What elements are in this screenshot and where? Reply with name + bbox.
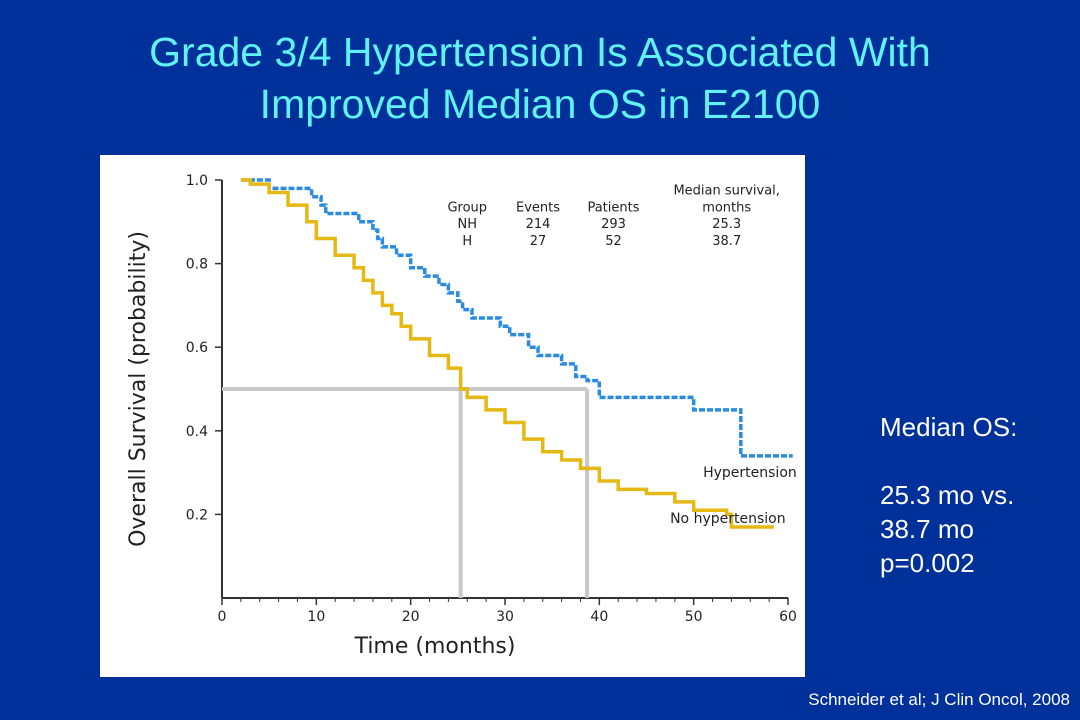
y-tick-label: 0.6	[186, 340, 208, 356]
table-header: Patients	[587, 200, 639, 215]
table-cell: H	[462, 234, 472, 249]
x-tick-label: 10	[307, 609, 325, 625]
slide-title: Grade 3/4 Hypertension Is Associated Wit…	[0, 26, 1080, 130]
km-chart-panel: 1.0 0.8 0.6 0.4 0.2 0 10 20 30 40 50 60 Time (months…	[100, 155, 805, 677]
table-cell: 27	[530, 234, 547, 249]
y-tick-label: 0.2	[186, 507, 208, 523]
x-tick-label: 0	[218, 609, 227, 625]
p-value: p=0.002	[880, 548, 975, 578]
survival-curve-hypertension	[240, 178, 793, 458]
x-tick-label: 60	[779, 609, 797, 625]
annotation-hypertension: Hypertension	[703, 465, 797, 481]
title-line-2: Improved Median OS in E2100	[259, 81, 821, 127]
table-cell: 293	[601, 217, 626, 232]
y-tick-label: 0.4	[186, 424, 208, 440]
table-header: Events	[516, 200, 560, 215]
table-cell: 38.7	[712, 234, 741, 249]
table-cell: NH	[458, 217, 478, 232]
x-axis-label: Time (months)	[354, 634, 516, 659]
y-axis-label: Overall Survival (probability)	[126, 231, 151, 547]
x-tick-label: 50	[685, 609, 703, 625]
table-header: Group	[447, 200, 487, 215]
median-os-summary: Median OS: 25.3 mo vs. 38.7 mo p=0.002	[880, 410, 1017, 580]
table-cell: 214	[526, 217, 551, 232]
median-os-label: Median OS:	[880, 412, 1018, 442]
citation: Schneider et al; J Clin Oncol, 2008	[808, 690, 1070, 709]
title-line-1: Grade 3/4 Hypertension Is Associated Wit…	[149, 29, 931, 75]
x-tick-label: 40	[590, 609, 608, 625]
y-tick-label: 0.8	[186, 257, 208, 273]
x-tick-label: 30	[496, 609, 514, 625]
median-os-value-1: 25.3 mo vs.	[880, 480, 1015, 510]
y-tick-label: 1.0	[186, 173, 208, 189]
table-header: Median survival,	[673, 184, 779, 199]
x-tick-label: 20	[402, 609, 420, 625]
table-cell: 52	[605, 234, 622, 249]
table-header: months	[702, 200, 751, 215]
table-cell: 25.3	[712, 217, 741, 232]
survival-curve-no-hypertension	[240, 178, 774, 529]
annotation-no-hypertension: No hypertension	[670, 511, 786, 527]
median-os-value-2: 38.7 mo	[880, 514, 974, 544]
km-survival-chart: 1.0 0.8 0.6 0.4 0.2 0 10 20 30 40 50 60 Time (months…	[126, 173, 797, 659]
